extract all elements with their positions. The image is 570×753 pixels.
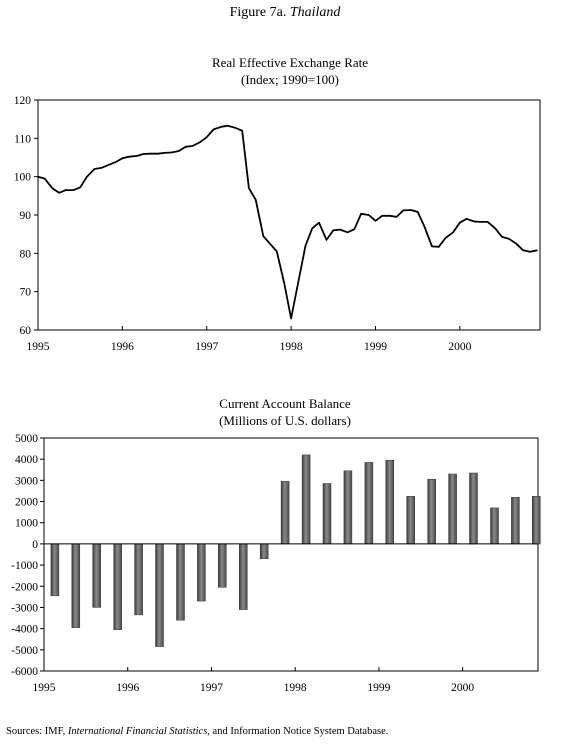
y-tick-label: 70 <box>20 287 32 299</box>
y-tick-label: -4000 <box>11 624 38 636</box>
bar <box>197 543 206 602</box>
x-tick-label: 1998 <box>284 682 307 694</box>
x-tick-label: 1997 <box>200 682 223 694</box>
x-tick-label: 1995 <box>27 341 50 353</box>
ca-y-axis: -6000 -5000 -4000 -3000 -2000 -1000 0 1000 2000 3… <box>11 433 44 678</box>
series-line <box>37 124 538 320</box>
bar <box>50 543 60 597</box>
current-account-chart: Current Account Balance (Millions of U.S… <box>11 396 541 694</box>
y-tick-label: 80 <box>20 248 32 260</box>
y-tick-label: 3000 <box>15 475 38 487</box>
ca-chart-subtitle: (Millions of U.S. dollars) <box>219 413 351 428</box>
y-tick-label: 100 <box>14 172 32 184</box>
y-tick-label: 1000 <box>15 518 38 530</box>
y-tick-label: 120 <box>14 95 32 107</box>
bar <box>113 543 122 630</box>
x-tick-label: 1996 <box>116 682 139 694</box>
bar <box>427 479 436 545</box>
bar <box>301 454 311 545</box>
y-tick-label: -3000 <box>11 602 38 614</box>
bar <box>343 470 353 545</box>
y-tick-label: 5000 <box>15 433 38 445</box>
source-suffix: , and Information Notice System Database… <box>207 726 389 737</box>
figure-country: Thailand <box>289 5 341 20</box>
bar <box>532 496 541 545</box>
x-tick-label: 2000 <box>448 341 471 353</box>
bar <box>155 543 164 647</box>
source-prefix: Sources: IMF, <box>6 726 68 737</box>
x-tick-label: 1998 <box>280 341 303 353</box>
x-tick-label: 1996 <box>111 341 134 353</box>
y-tick-label: 110 <box>14 133 31 145</box>
bar <box>322 483 332 545</box>
x-tick-label: 1999 <box>364 341 387 353</box>
bar <box>406 496 415 545</box>
ca-bars <box>50 454 541 647</box>
x-tick-label: 1995 <box>33 682 56 694</box>
source-note: Sources: IMF, International Financial St… <box>6 726 388 737</box>
y-tick-label: 0 <box>32 539 38 551</box>
x-tick-label: 1997 <box>195 341 218 353</box>
bar <box>239 543 248 610</box>
bar <box>469 472 478 545</box>
reer-series <box>37 124 538 320</box>
bar <box>176 543 185 621</box>
y-tick-label: 4000 <box>15 454 38 466</box>
reer-chart-title: Real Effective Exchange Rate <box>212 55 368 70</box>
reer-plot-frame <box>37 99 541 331</box>
bar <box>490 507 499 545</box>
source-italic: International Financial Statistics <box>67 726 208 737</box>
bar <box>218 543 227 588</box>
y-tick-label: 2000 <box>15 497 38 509</box>
reer-y-axis: 60 70 80 90 100 110 120 <box>14 95 38 337</box>
reer-chart: Real Effective Exchange Rate (Index; 199… <box>14 55 541 353</box>
bar <box>134 543 143 616</box>
bar <box>448 473 457 545</box>
bar <box>71 543 81 628</box>
bar <box>364 462 374 545</box>
ca-plot-frame <box>43 437 539 672</box>
y-tick-label: -5000 <box>11 645 38 657</box>
reer-chart-subtitle: (Index; 1990=100) <box>241 72 339 87</box>
y-tick-label: -6000 <box>11 666 38 678</box>
y-tick-label: 60 <box>20 325 32 337</box>
bar <box>259 543 269 559</box>
ca-chart-title: Current Account Balance <box>219 396 351 411</box>
bar <box>280 481 290 545</box>
bar <box>92 543 101 608</box>
figure-label: Figure 7a. <box>229 5 287 20</box>
y-tick-label: 90 <box>20 210 32 222</box>
reer-x-axis: 1995 1996 1997 1998 1999 2000 <box>27 326 472 353</box>
y-tick-label: -1000 <box>11 560 38 572</box>
bar <box>385 459 395 545</box>
y-tick-label: -2000 <box>11 581 38 593</box>
ca-x-axis: 1995 1996 1997 1998 1999 2000 <box>33 667 474 694</box>
figure-title: Figure 7a. Thailand <box>0 5 570 21</box>
x-tick-label: 1999 <box>367 682 390 694</box>
bar <box>511 497 520 545</box>
x-tick-label: 2000 <box>451 682 474 694</box>
